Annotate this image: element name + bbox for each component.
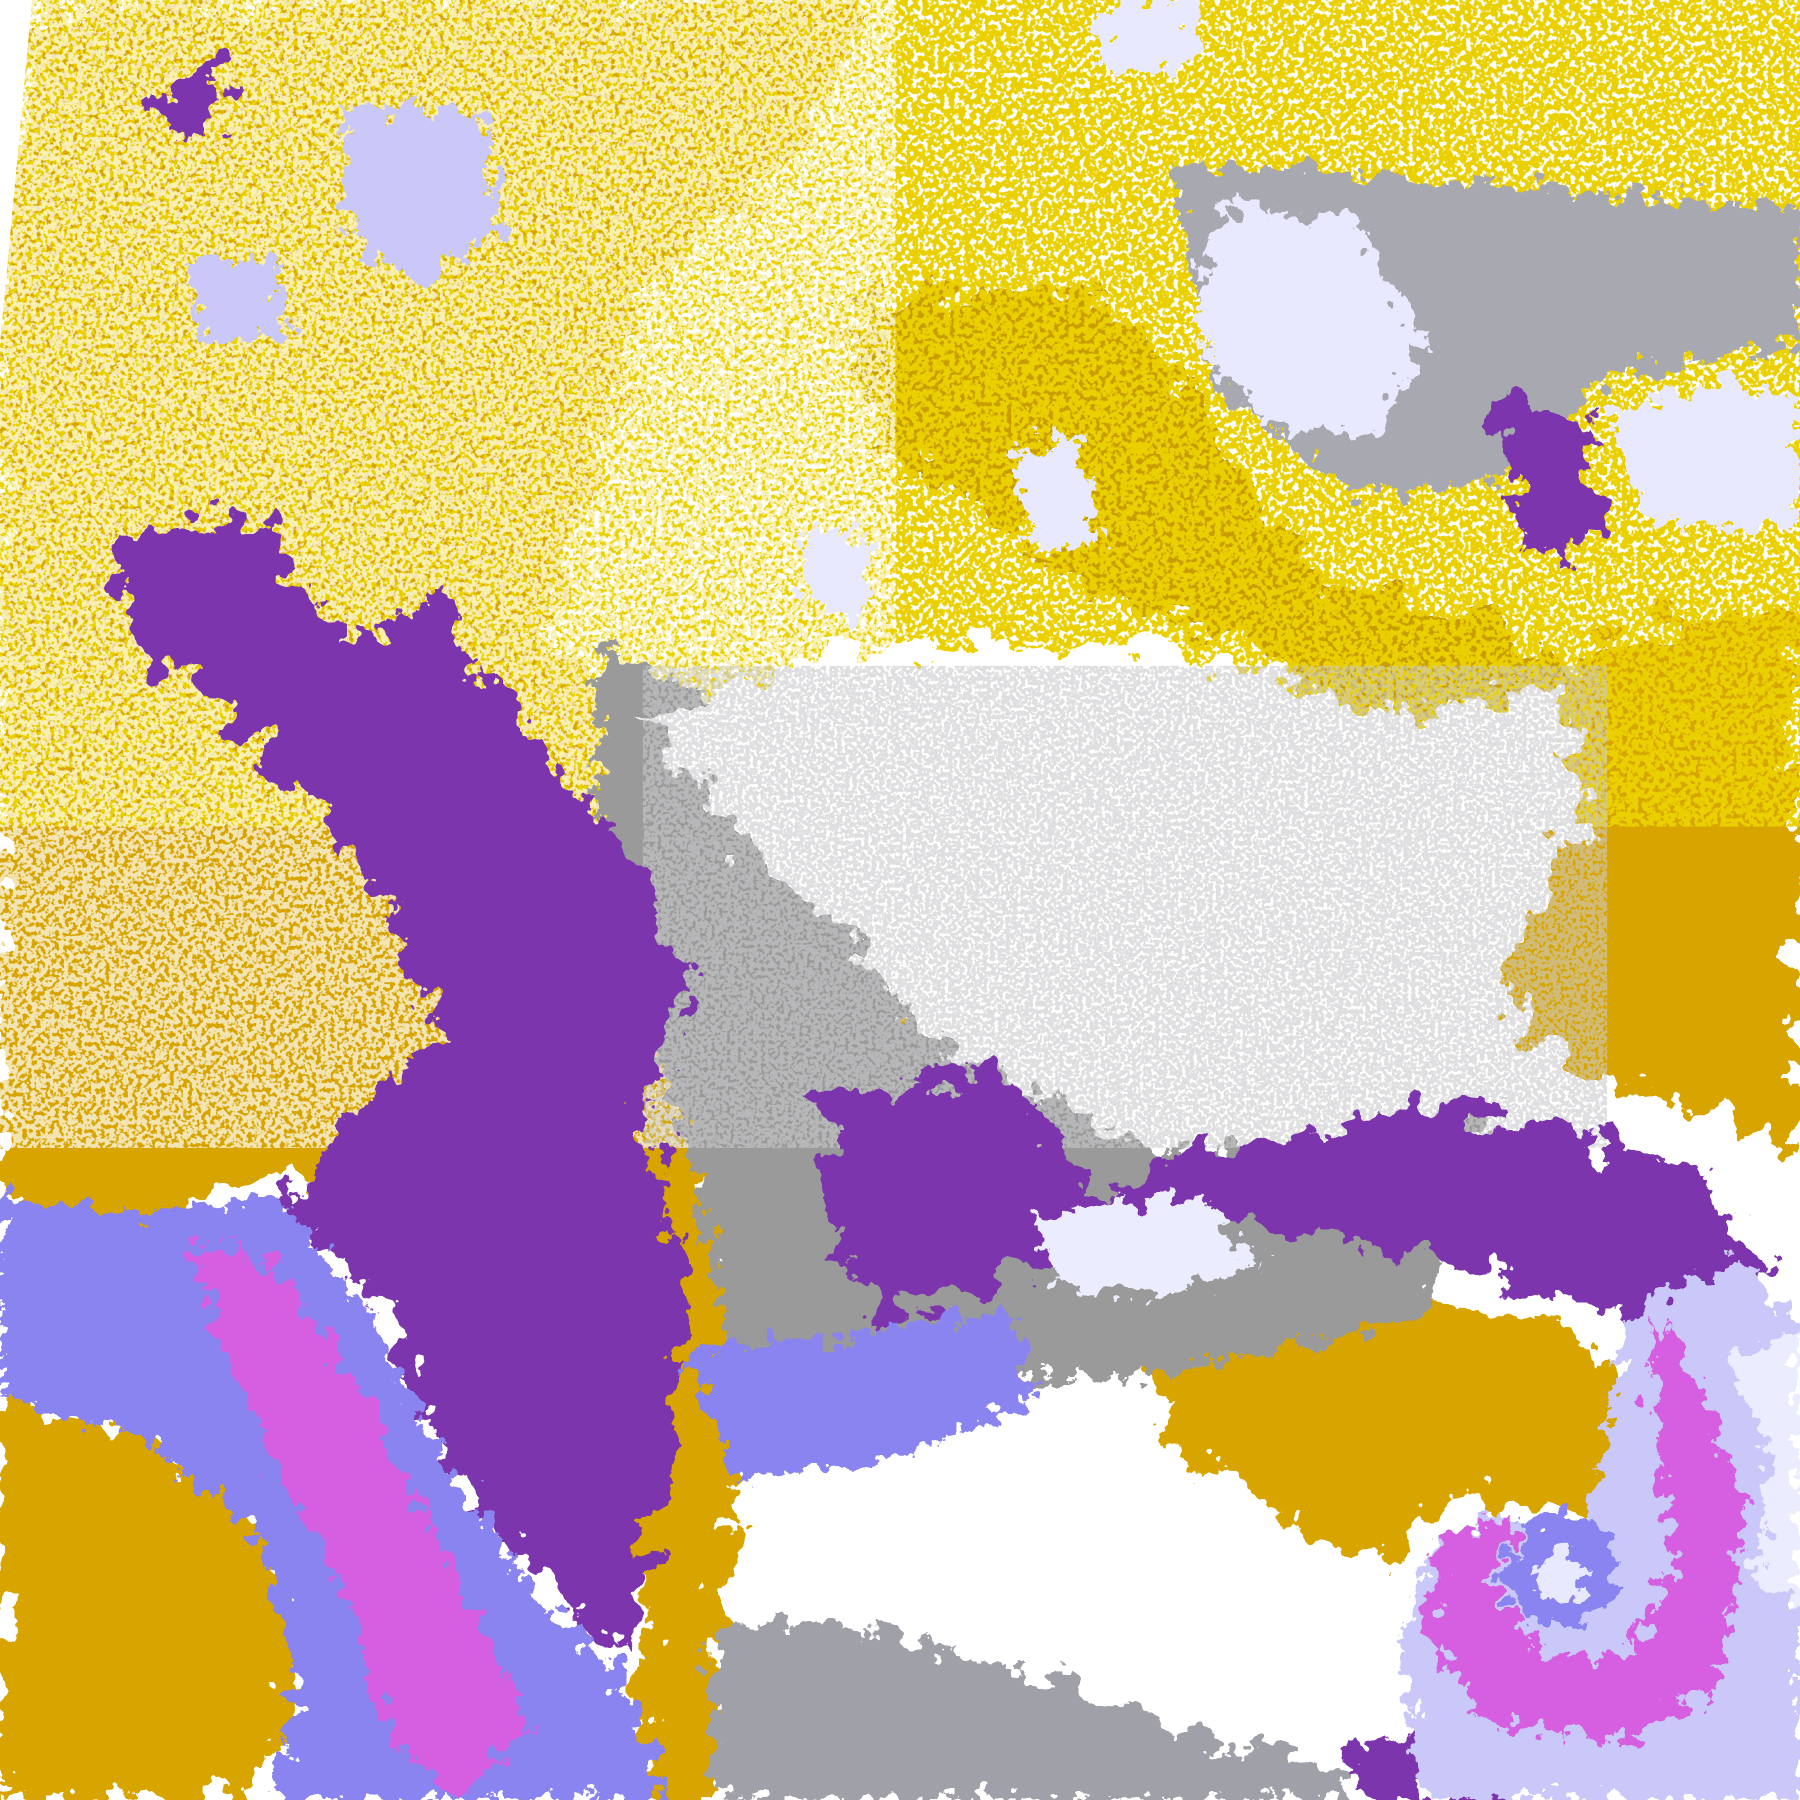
white-cloud <box>1033 1193 1263 1298</box>
clear-region <box>734 1411 1378 1768</box>
white-cloud <box>1193 206 1424 437</box>
gray-region <box>596 642 1493 1424</box>
white-cloud <box>1102 0 1194 69</box>
purple-layer <box>114 68 1768 1800</box>
cyclone <box>1400 1262 1800 1800</box>
purple-region <box>826 1067 1768 1355</box>
blue-cloud <box>688 1308 1034 1481</box>
white-cloud <box>1607 378 1800 529</box>
pink-cloud <box>183 1239 529 1800</box>
white-cloud <box>1721 1331 1800 1608</box>
white-cloud <box>803 528 873 620</box>
purple-region <box>160 68 230 138</box>
gold-region <box>1147 1285 1677 1562</box>
purple-region <box>114 516 689 1654</box>
lavender-cloud <box>344 103 506 287</box>
purple-region <box>1492 390 1608 552</box>
white-cloud <box>1010 436 1103 552</box>
lavender-cloud <box>183 252 287 345</box>
gray-speckle <box>642 665 1608 1148</box>
pink-cloud <box>1423 1320 1745 1745</box>
gray-region <box>711 1607 1355 1800</box>
white-cloud <box>1535 1547 1587 1598</box>
